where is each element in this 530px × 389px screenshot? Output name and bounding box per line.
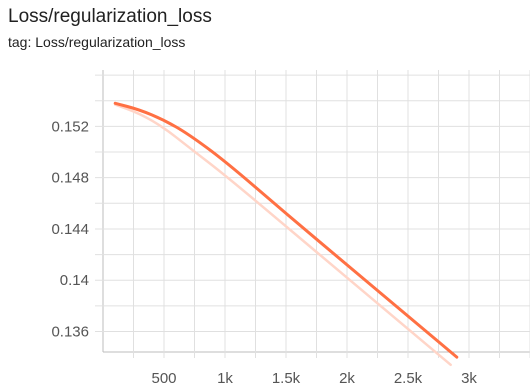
y-tick-label: 0.136: [51, 323, 89, 340]
x-tick-labels: 500 1k 1.5k 2k 2.5k 3k: [151, 370, 477, 387]
x-tick-label: 1.5k: [272, 370, 301, 387]
x-tick-label: 500: [151, 370, 176, 387]
y-tick-label: 0.14: [60, 272, 89, 289]
x-tick-label: 2.5k: [394, 370, 423, 387]
x-tick-label: 3k: [461, 370, 477, 387]
y-tick-label: 0.144: [51, 221, 89, 238]
chart-title: Loss/regularization_loss: [8, 6, 212, 27]
y-tick-labels: 0.152 0.148 0.144 0.14 0.136: [51, 118, 89, 340]
series-line-smoothed[interactable]: [113, 101, 459, 359]
chart-tag: tag: Loss/regularization_loss: [8, 34, 186, 50]
x-tick-label: 2k: [339, 370, 355, 387]
series-line-raw[interactable]: [113, 103, 452, 367]
grid: [95, 70, 530, 358]
y-tick-label: 0.152: [51, 118, 89, 135]
series-group: [113, 101, 459, 367]
x-tick-label: 1k: [217, 370, 233, 387]
y-tick-label: 0.148: [51, 170, 89, 187]
